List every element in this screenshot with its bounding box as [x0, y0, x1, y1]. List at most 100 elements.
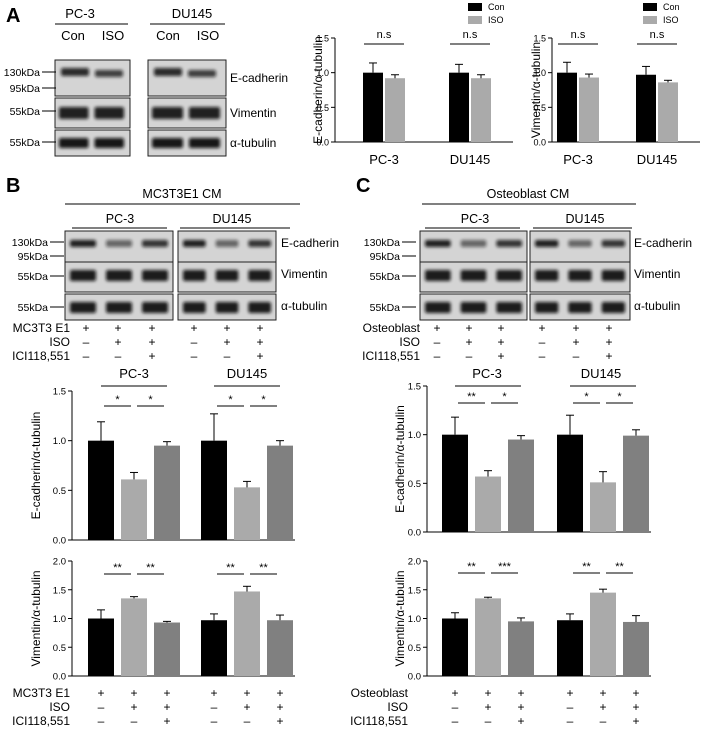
bar-control — [88, 618, 114, 676]
western-band — [142, 302, 168, 313]
western-band — [425, 302, 451, 313]
marker-label: 55kDa — [18, 302, 49, 314]
western-band — [215, 302, 239, 313]
significance-label: * — [228, 394, 233, 406]
y-tick-label: 0.0 — [408, 672, 421, 683]
blot-c-condition-sign: + — [497, 335, 504, 349]
y-tick-label: 2.0 — [408, 557, 421, 568]
blot-c-condition-sign: – — [539, 335, 546, 349]
y-tick-label: 0.0 — [408, 528, 421, 539]
y-tick-label: 0.0 — [316, 138, 329, 148]
y-axis-label: E-cadherin/α-tubulin — [29, 412, 43, 520]
bar-iso — [234, 591, 260, 676]
bar-ici — [623, 621, 649, 676]
blot-c-condition-sign: + — [465, 335, 472, 349]
blot-b-strip — [64, 230, 174, 266]
marker-label: 130kDa — [4, 67, 40, 79]
y-tick-label: 1.0 — [316, 68, 329, 78]
bar-con — [449, 72, 469, 142]
bottom-c-condition-sign: + — [566, 686, 573, 700]
bar-iso — [385, 78, 405, 142]
significance-label: ** — [113, 562, 122, 574]
significance-label: * — [584, 391, 589, 403]
bottom-b-condition-sign: + — [243, 700, 250, 714]
significance-label: ** — [467, 391, 476, 403]
western-band — [142, 240, 168, 247]
blot-a-lane-con: Con — [156, 28, 180, 43]
marker-label: 55kDa — [18, 271, 49, 283]
y-axis-label: Vimentin/α-tubulin — [29, 570, 43, 666]
bar-iso — [590, 482, 616, 532]
western-band — [154, 68, 182, 76]
bar-iso — [471, 78, 491, 142]
y-tick-label: 0.0 — [53, 672, 66, 683]
bottom-c-condition-label: ISO — [387, 700, 408, 714]
blot-b-condition-sign: – — [191, 349, 198, 363]
bottom-c-condition-sign: + — [451, 686, 458, 700]
western-band — [568, 270, 592, 281]
legend-label: Con — [488, 2, 505, 12]
western-band — [460, 240, 487, 247]
blot-c-condition-sign: + — [433, 321, 440, 335]
bottom-b-condition-sign: – — [244, 714, 251, 728]
bottom-c-condition-sign: – — [600, 714, 607, 728]
blot-c-condition-sign: + — [605, 335, 612, 349]
significance-label: ** — [259, 562, 268, 574]
bottom-c-condition-sign: – — [567, 714, 574, 728]
group-title-pc3: PC-3 — [119, 366, 149, 381]
blot-b-condition-label: ISO — [49, 335, 70, 349]
bottom-c-condition-label: ICI118,551 — [350, 714, 408, 728]
blot-c-condition-sign: + — [572, 335, 579, 349]
x-category-label: DU145 — [637, 152, 677, 167]
western-band — [248, 270, 271, 281]
blot-b-strip — [177, 230, 277, 266]
blot-a-lane-iso: ISO — [197, 28, 219, 43]
western-band — [189, 107, 220, 119]
western-band — [94, 138, 124, 148]
western-band — [61, 68, 89, 76]
bar-iso — [658, 82, 678, 142]
bottom-b-condition-sign: – — [98, 714, 105, 728]
y-tick-label: 0.5 — [53, 643, 66, 654]
significance-label: * — [115, 394, 120, 406]
western-band — [496, 240, 522, 247]
blot-c-condition-sign: + — [465, 321, 472, 335]
bottom-b-condition-sign: + — [276, 700, 283, 714]
legend-swatch — [643, 16, 657, 24]
western-band — [460, 302, 487, 313]
bar-iso — [475, 476, 501, 532]
legend-swatch — [468, 3, 482, 11]
bar-ici — [508, 621, 534, 676]
western-band — [215, 270, 239, 281]
bottom-b-condition-label: MC3T3 E1 — [13, 686, 71, 700]
bar-control — [442, 618, 468, 676]
blot-c-condition-sign: + — [497, 349, 504, 363]
bottom-c-condition-sign: + — [632, 686, 639, 700]
x-category-label: DU145 — [450, 152, 490, 167]
blot-c-condition-label: Osteoblast — [363, 321, 421, 335]
significance-label: * — [502, 391, 507, 403]
bar-iso — [579, 77, 599, 142]
bar-control — [201, 620, 227, 676]
bottom-b-condition-sign: + — [210, 686, 217, 700]
blot-b-cell-du145: DU145 — [213, 212, 252, 226]
x-category-label: PC-3 — [369, 152, 399, 167]
significance-label: ** — [467, 561, 476, 573]
y-tick-label: 0.5 — [316, 103, 329, 113]
protein-label-e-cadherin: E-cadherin — [230, 71, 288, 85]
blot-c-header: Osteoblast CM — [487, 187, 570, 201]
blot-b-header: MC3T3E1 CM — [142, 187, 221, 201]
blot-c-condition-sign: + — [605, 349, 612, 363]
blot-b-condition-sign: + — [256, 321, 263, 335]
bottom-b-condition-sign: + — [130, 686, 137, 700]
bar-con — [636, 74, 656, 142]
bottom-b-condition-sign: + — [163, 714, 170, 728]
blot-a-strip — [147, 59, 227, 97]
western-band — [94, 107, 124, 119]
protein-label-tubulin: α-tubulin — [634, 299, 680, 313]
blot-b-condition-sign: + — [114, 335, 121, 349]
marker-label: 130kDa — [12, 237, 48, 249]
bottom-c-condition-sign: + — [517, 700, 524, 714]
blot-c-condition-sign: + — [605, 321, 612, 335]
